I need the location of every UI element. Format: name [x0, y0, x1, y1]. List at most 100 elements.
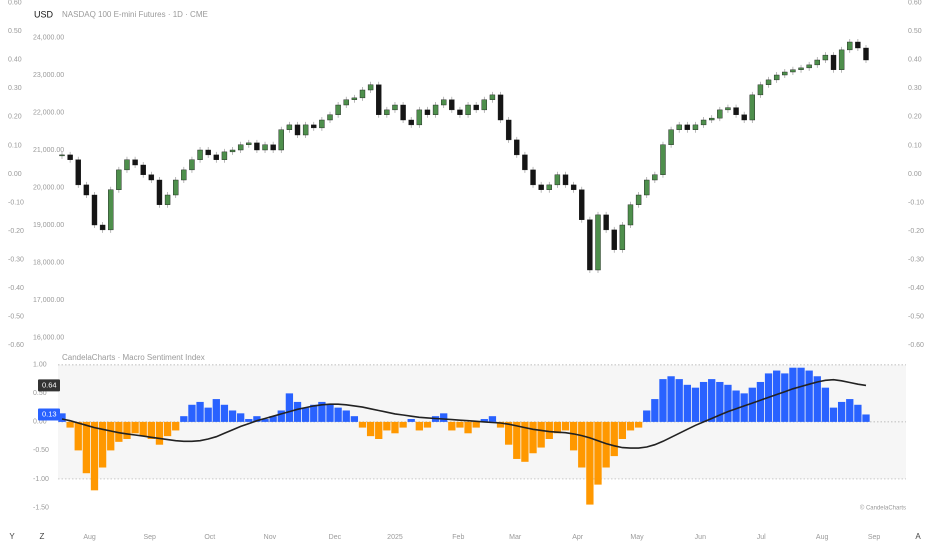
bar: [375, 421, 383, 439]
candle-body: [67, 154, 73, 160]
toolbar-button[interactable]: Y: [9, 532, 15, 541]
value-badge-label: 0.13: [42, 409, 57, 418]
candle-body: [773, 74, 780, 81]
y-tick-label: 1.00: [33, 362, 47, 369]
bar: [488, 416, 497, 422]
watermark: © CandelaCharts: [860, 505, 906, 512]
y2-tick-label: 0.50: [8, 28, 22, 35]
bar: [837, 401, 846, 422]
candle-body: [132, 159, 138, 166]
bar: [285, 393, 294, 422]
bar: [277, 410, 285, 422]
y-tick-label: 0.00: [33, 419, 47, 426]
bar: [854, 404, 862, 422]
y-tick-label: 0.50: [33, 390, 47, 397]
x-tick-label: Sep: [868, 534, 881, 541]
candle-body: [124, 159, 130, 171]
toolbar-button[interactable]: Z: [40, 532, 45, 541]
bar: [131, 421, 139, 434]
y2-tick-label: -0.50: [908, 313, 924, 320]
candle-body: [327, 114, 333, 121]
candle-body: [270, 144, 276, 151]
bar: [480, 419, 488, 422]
y2-tick-label: -0.10: [908, 199, 924, 206]
bar: [196, 401, 204, 422]
candle-body: [416, 109, 423, 126]
bar: [724, 384, 732, 422]
bar: [139, 421, 147, 437]
y-tick-label: 16,000.00: [33, 335, 64, 342]
y-tick-label: 24,000.00: [33, 35, 64, 42]
y2-tick-label: 0.10: [8, 142, 22, 149]
bar: [756, 381, 765, 422]
bar: [618, 421, 627, 439]
candle-body: [432, 104, 439, 115]
x-tick-label: Nov: [264, 534, 277, 541]
bar: [708, 379, 716, 422]
bar: [789, 367, 797, 422]
y-tick-label: -1.00: [33, 476, 49, 483]
bar: [505, 421, 513, 445]
y2-tick-label: 0.00: [8, 171, 22, 178]
toolbar-button[interactable]: A: [915, 532, 921, 541]
candle-body: [302, 124, 309, 136]
candle-body: [757, 84, 764, 96]
bar: [228, 410, 237, 422]
bar: [456, 421, 464, 428]
bar: [123, 421, 131, 439]
candle-body: [554, 174, 561, 186]
bar: [496, 421, 505, 428]
bar: [716, 381, 724, 422]
y2-tick-label: -0.50: [8, 313, 24, 320]
bar: [350, 416, 359, 422]
candle-body: [311, 124, 317, 129]
candle-body: [424, 109, 431, 115]
candle-body: [59, 154, 65, 157]
bar: [773, 370, 781, 422]
x-tick-label: Feb: [452, 534, 464, 541]
y2-tick-label: -0.20: [8, 228, 24, 235]
bar: [310, 404, 318, 422]
candle-body: [538, 184, 544, 190]
bar: [358, 421, 367, 428]
y2-tick-label: 0.40: [8, 57, 22, 64]
candle-body: [359, 89, 366, 99]
bar: [561, 421, 570, 431]
y-tick-label: 21,000.00: [33, 147, 64, 154]
candle-body: [335, 104, 341, 115]
candle-body: [847, 41, 853, 51]
chart-title: NASDAQ 100 E-mini Futures · 1D · CME: [62, 10, 208, 19]
candle-body: [473, 104, 479, 111]
candle-body: [376, 84, 382, 115]
candle-body: [213, 154, 220, 160]
candle-body: [708, 117, 715, 121]
candle-body: [514, 139, 520, 156]
candle-body: [278, 129, 284, 151]
x-tick-label: Jul: [757, 534, 766, 541]
candle-body: [400, 104, 406, 121]
x-tick-label: Sep: [143, 534, 156, 541]
candle-body: [733, 107, 739, 115]
candle-body: [562, 174, 569, 186]
bar: [732, 390, 740, 422]
y2-tick-label: -0.60: [8, 342, 24, 349]
x-tick-label: Dec: [329, 534, 342, 541]
bar: [188, 404, 196, 422]
candle-body: [725, 107, 731, 111]
bar: [293, 401, 302, 422]
indicator-title: CandelaCharts · Macro Sentiment Index: [62, 353, 205, 362]
candle-body: [814, 59, 820, 66]
bar: [407, 419, 415, 422]
candle-body: [489, 94, 496, 100]
bar: [237, 413, 245, 422]
candle-body: [765, 79, 772, 85]
candle-body: [611, 229, 617, 250]
bar: [107, 421, 115, 451]
x-tick-label: Mar: [509, 534, 522, 541]
candle-body: [221, 151, 228, 160]
bar: [521, 421, 529, 462]
bar: [98, 421, 107, 468]
y2-tick-label: -0.40: [908, 285, 924, 292]
bar: [318, 401, 326, 422]
